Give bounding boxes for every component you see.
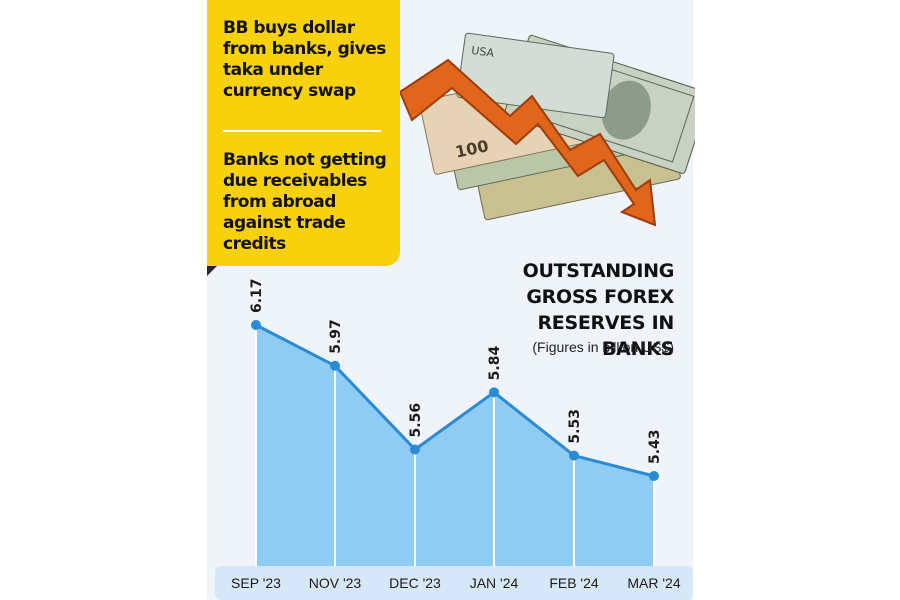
chart-subtitle: (Figures in billion US$) <box>532 339 674 355</box>
x-tick-label: FEB '24 <box>549 575 599 591</box>
svg-text:USA: USA <box>470 44 495 60</box>
area-fill <box>256 325 654 566</box>
data-label: 5.56 <box>408 403 424 438</box>
x-tick-label: JAN '24 <box>470 575 519 591</box>
callout-fold <box>207 266 217 276</box>
data-point <box>489 387 499 398</box>
chart-title: OUTSTANDING GROSS FOREX RESERVES IN BANK… <box>474 258 675 362</box>
x-tick-label: SEP '23 <box>231 575 281 591</box>
callout-box: BB buys dollar from banks, gives taka un… <box>207 0 400 266</box>
data-point <box>569 450 579 461</box>
x-tick-label: DEC '23 <box>389 575 441 591</box>
data-label: 5.43 <box>647 429 663 464</box>
series-line <box>255 323 655 478</box>
data-label: 5.53 <box>567 409 583 444</box>
x-tick-label: NOV '23 <box>309 575 362 591</box>
callout-point-2: Banks not getting due receivables from a… <box>223 150 387 254</box>
x-axis-band <box>215 566 693 600</box>
data-point <box>649 471 659 481</box>
x-tick-labels: SEP '23 NOV '23 DEC '23 JAN '24 FEB '24 MAR '… <box>231 575 681 591</box>
x-tick-label: MAR '24 <box>627 575 680 591</box>
data-point <box>251 320 261 330</box>
data-label: 5.84 <box>487 346 503 381</box>
money-bills-with-falling-arrow-icon: 100 100 USA <box>400 32 695 227</box>
data-points <box>251 320 659 481</box>
data-label: 6.17 <box>249 278 265 313</box>
drop-lines <box>255 325 655 566</box>
data-point <box>330 360 340 371</box>
callout-divider <box>223 130 381 132</box>
data-labels: 6.17 5.97 5.56 5.84 5.53 5.43 <box>249 278 663 464</box>
data-point <box>410 444 420 455</box>
chart-title-text: OUTSTANDING GROSS FOREX RESERVES IN BANK… <box>522 260 675 360</box>
data-label: 5.97 <box>328 319 344 354</box>
callout-point-1: BB buys dollar from banks, gives taka un… <box>223 18 386 101</box>
